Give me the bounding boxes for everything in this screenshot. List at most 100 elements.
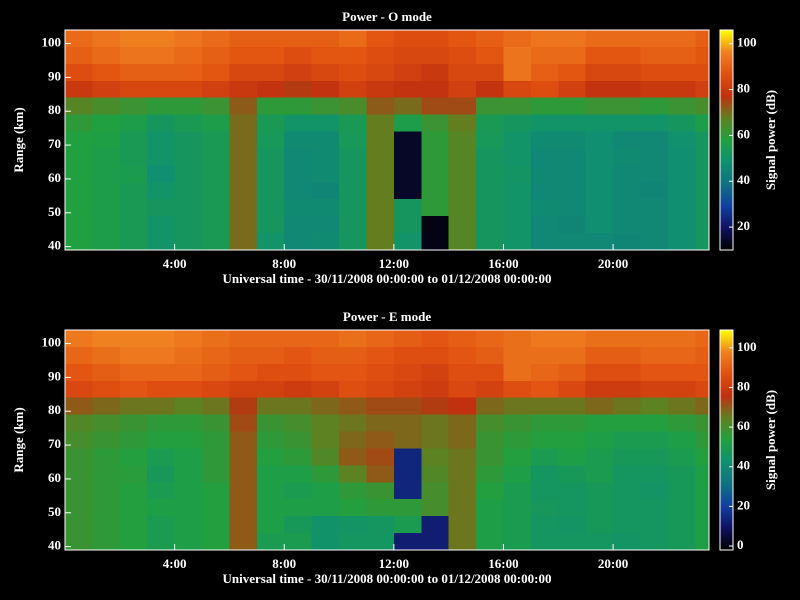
cell [119,131,148,149]
cell [613,499,641,517]
cell [448,330,477,347]
cell [585,516,614,534]
cell [65,131,93,149]
cell [585,233,614,250]
cell [339,380,367,398]
cell [421,216,449,234]
cell [585,448,614,466]
cell [339,346,367,364]
cell [229,46,257,64]
cell [585,80,614,98]
cell [174,63,203,81]
cell [147,148,175,166]
cell [202,380,230,398]
cell [119,114,148,132]
cell [92,330,120,347]
cell [339,114,367,132]
cell [256,233,285,250]
cell [667,165,696,183]
cell [174,131,203,149]
cell [65,148,93,166]
cell [476,380,504,398]
cell [339,148,367,166]
cell [476,482,504,500]
cell [284,216,312,234]
cell [202,199,230,217]
cell [667,346,696,364]
cell [448,199,477,217]
cell [558,233,586,250]
cell [92,465,120,483]
cell [284,131,312,149]
cell [119,63,148,81]
cell [174,30,203,47]
cell [448,363,477,381]
cell [640,30,668,47]
cell [421,165,449,183]
cell [448,216,477,234]
cell [256,346,285,364]
cell [695,346,709,364]
cell [530,516,559,534]
cell [421,182,449,200]
cell [558,30,586,47]
cell [530,165,559,183]
cell [667,482,696,500]
cell [476,165,504,183]
cell [92,363,120,381]
cell [174,431,203,449]
cell [174,363,203,381]
cell [448,482,477,500]
cell [448,97,477,115]
cell [119,431,148,449]
cell [256,97,285,115]
cell [339,448,367,466]
cell [284,330,312,347]
cell [695,114,709,132]
cell [174,182,203,200]
cell [503,330,531,347]
cell [476,330,504,347]
cell [503,114,531,132]
cell [147,330,175,347]
cell [92,380,120,398]
cell [503,63,531,81]
cell [311,397,340,415]
cell [284,533,312,550]
chart-title: Power - O mode [342,9,432,24]
cell [393,465,422,483]
cell [530,414,559,432]
x-tick-label: 8:00 [272,556,296,571]
cell [448,431,477,449]
cell [119,330,148,347]
cell [448,80,477,98]
cell [284,516,312,534]
cell [640,499,668,517]
cell [393,330,422,347]
cell [530,533,559,550]
cell [530,182,559,200]
cell [229,482,257,500]
cell [585,216,614,234]
cell [202,465,230,483]
cell [393,131,422,149]
cell [311,499,340,517]
cell [695,533,709,550]
cell [476,114,504,132]
cell [585,63,614,81]
cell [147,182,175,200]
cell [174,346,203,364]
cell [174,448,203,466]
cell [256,46,285,64]
cell [147,363,175,381]
cell [585,397,614,415]
cell [503,182,531,200]
cell [421,114,449,132]
cell [202,97,230,115]
cell [311,199,340,217]
colorbar-tick-label: 60 [737,126,750,141]
cell [366,465,394,483]
cell [119,414,148,432]
cell [667,516,696,534]
cell [503,46,531,64]
